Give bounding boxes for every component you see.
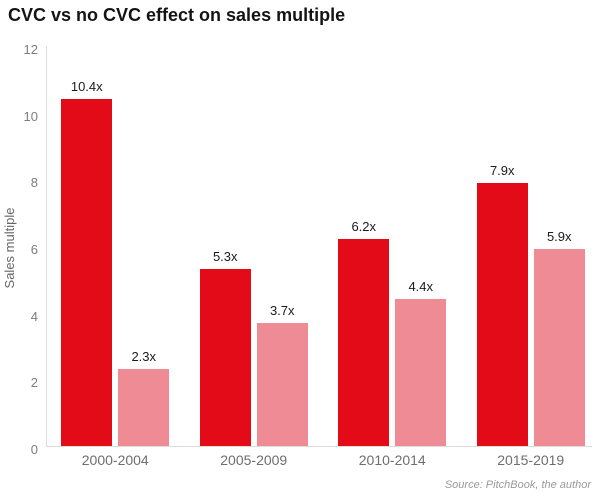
y-axis-tick-label: 0 <box>30 442 38 457</box>
source-note: Source: PitchBook, the author <box>444 479 591 491</box>
y-axis-tick-label: 8 <box>30 175 38 191</box>
bar-value-label: 7.9x <box>489 162 515 178</box>
x-axis-category-label: 2015-2019 <box>497 452 565 468</box>
x-axis-category-label: 2010-2014 <box>358 452 426 468</box>
y-axis-tick-label: 12 <box>23 42 38 57</box>
bar-no-cvc <box>395 299 447 446</box>
x-axis-line <box>46 446 592 447</box>
bar-value-label: 6.2x <box>351 219 377 235</box>
chart-title: CVC vs no CVC effect on sales multiple <box>8 5 346 25</box>
y-axis-line <box>46 46 47 447</box>
bar-cvc <box>338 239 390 446</box>
bar-value-label: 10.4x <box>70 79 103 95</box>
x-axis-category-label: 2000-2004 <box>81 452 149 468</box>
bar-value-label: 5.9x <box>546 229 572 245</box>
bar-no-cvc <box>118 369 170 446</box>
bar-cvc <box>476 182 528 446</box>
x-axis-category-label: 2005-2009 <box>220 452 288 468</box>
bar-no-cvc <box>256 322 308 446</box>
bar-no-cvc <box>533 249 585 446</box>
bar-value-label: 4.4x <box>408 279 434 295</box>
bar-cvc <box>199 269 251 446</box>
y-axis-tick-label: 2 <box>30 375 38 391</box>
bar-value-label: 5.3x <box>212 249 238 265</box>
bar-cvc <box>61 99 113 446</box>
y-axis-tick-label: 6 <box>30 242 38 257</box>
bar-value-label: 3.7x <box>269 302 295 318</box>
y-axis-tick-label: 10 <box>23 108 38 124</box>
y-axis-tick-label: 4 <box>30 308 38 324</box>
bar-value-label: 2.3x <box>131 349 157 365</box>
